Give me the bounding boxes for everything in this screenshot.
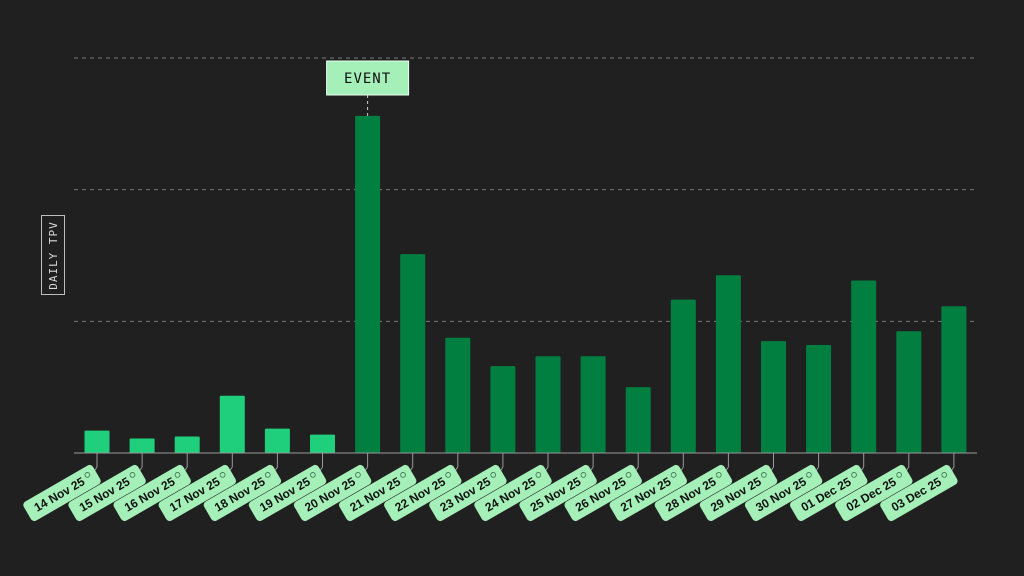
- bar: [535, 356, 561, 453]
- tag-hole-icon: [760, 472, 767, 478]
- tag-hole-icon: [806, 472, 812, 478]
- bar: [355, 115, 381, 453]
- x-tick-label-bg: [248, 464, 327, 522]
- tag-hole-icon: [445, 472, 451, 478]
- tag-hole-icon: [219, 472, 226, 478]
- tag-hole-icon: [625, 472, 632, 478]
- annotation-layer: EVENT: [326, 60, 410, 116]
- x-tick-label-bg: [293, 464, 372, 522]
- x-tick-label-bg: [790, 464, 868, 522]
- tag-hole-icon: [264, 472, 271, 478]
- annotation-box: [326, 60, 410, 96]
- x-tick-label-bg: [564, 464, 642, 522]
- bar: [851, 280, 877, 453]
- bar: [129, 438, 155, 453]
- axis-layer: [74, 452, 977, 474]
- bar: [490, 366, 516, 453]
- bar: [670, 299, 696, 453]
- bar: [84, 430, 110, 453]
- bar-layer: [84, 115, 967, 453]
- bar: [715, 275, 741, 453]
- x-tick-label-bg: [609, 464, 687, 522]
- tag-hole-icon: [535, 472, 542, 478]
- tag-hole-icon: [941, 472, 948, 478]
- annotation-label: EVENT: [344, 71, 391, 87]
- x-tick-label-bg: [699, 464, 778, 522]
- x-tick-label-bg: [519, 464, 597, 522]
- bar: [445, 337, 471, 453]
- tag-hole-icon: [355, 472, 361, 478]
- x-tick-label-bg: [880, 464, 958, 522]
- tag-hole-icon: [851, 472, 857, 478]
- x-tick-label-bg: [23, 464, 101, 522]
- bar: [174, 436, 200, 453]
- x-tick-label-bg: [203, 464, 282, 522]
- tag-hole-icon: [670, 472, 677, 478]
- y-axis-label-box: DAILY TPV: [41, 215, 65, 295]
- tag-hole-icon: [174, 472, 181, 478]
- bar: [941, 306, 967, 453]
- tag-hole-icon: [309, 472, 316, 478]
- x-tick-label-bg: [384, 464, 462, 522]
- x-tick-label-bg: [654, 464, 733, 522]
- x-tick-label-bg: [474, 464, 552, 522]
- x-tick-label-bg: [68, 464, 146, 522]
- tag-hole-icon: [84, 472, 91, 478]
- tag-hole-icon: [129, 472, 136, 478]
- bar: [896, 331, 922, 453]
- x-tick-label-bg: [339, 464, 417, 522]
- tag-hole-icon: [400, 472, 406, 478]
- tag-hole-icon: [715, 472, 722, 478]
- tag-hole-icon: [580, 472, 587, 478]
- bar: [400, 254, 426, 453]
- x-tick-label-bg: [835, 464, 913, 522]
- bar: [761, 341, 786, 453]
- bar: [310, 434, 335, 453]
- bar: [219, 395, 245, 453]
- bar: [806, 345, 832, 453]
- grid-layer: [74, 57, 977, 322]
- x-tick-label-bg: [429, 464, 507, 522]
- x-tick-label-bg: [113, 464, 191, 522]
- tag-hole-icon: [490, 472, 497, 478]
- y-axis-label: DAILY TPV: [46, 220, 60, 290]
- bar: [580, 356, 606, 453]
- x-tick-label-bg: [158, 464, 236, 522]
- bar: [264, 428, 290, 453]
- bar: [625, 387, 651, 453]
- tag-hole-icon: [896, 472, 902, 478]
- x-tick-label-bg: [744, 464, 823, 522]
